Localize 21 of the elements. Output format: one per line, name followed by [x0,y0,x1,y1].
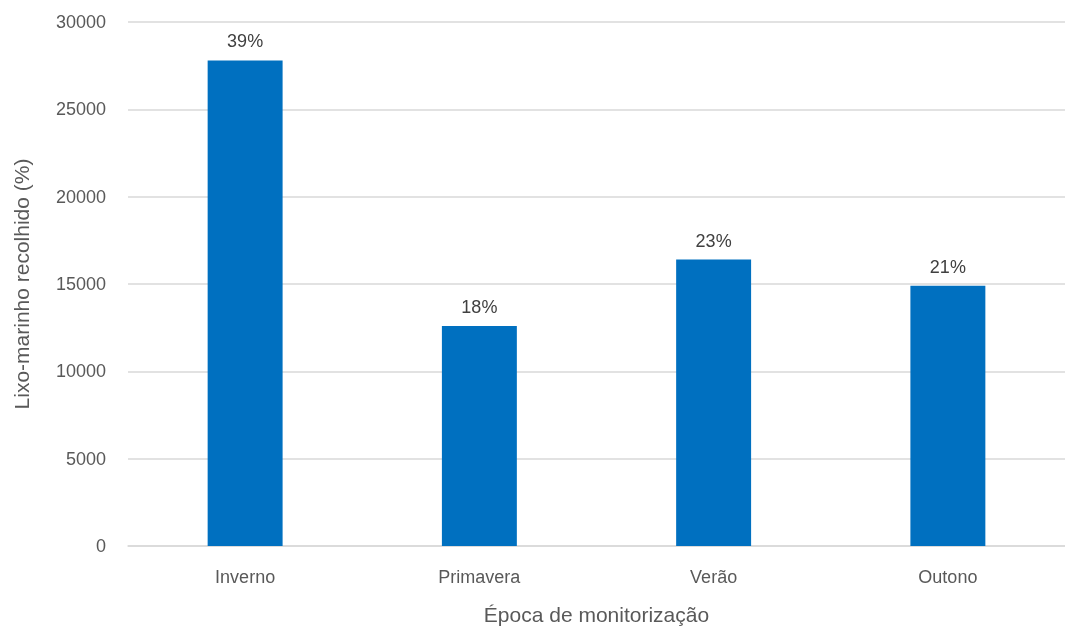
y-tick-label: 30000 [55,12,106,32]
y-tick-label: 5000 [65,448,106,469]
annotation: 18% [461,296,498,317]
x-tick-label: Primavera [438,567,522,587]
bar [441,325,517,546]
x-tick-label: Verão [690,567,738,587]
annotation: 23% [695,230,732,251]
x-tick-label: Outono [918,567,978,587]
y-axis-title: Lixo-marinho recolhido (%) [10,158,33,410]
annotation: 39% [227,31,264,52]
y-tick-label: 25000 [55,99,106,120]
y-tick-label: 20000 [55,186,106,207]
bar [207,60,283,546]
y-tick-label: 15000 [55,274,106,294]
bar [676,259,752,546]
y-tick-label: 10000 [55,361,106,382]
y-tick-label: 0 [95,536,106,556]
x-tick-label: Inverno [215,567,276,587]
x-axis-title: Época de monitorização [483,603,710,626]
bar [910,285,986,546]
annotation: 21% [929,256,966,277]
